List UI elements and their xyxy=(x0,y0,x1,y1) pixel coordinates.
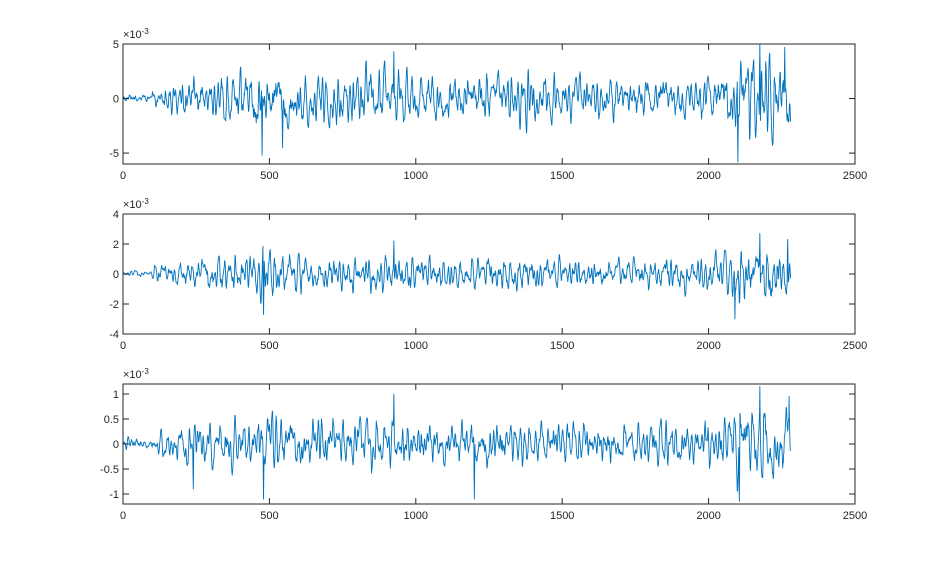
x-tick-label: 0 xyxy=(120,510,126,522)
subplot-3: 0 500 1000 1500 2000 2500 -1 -0.5 0 0.5 1 ×10-3 xyxy=(100,367,867,522)
x-tick-label: 2000 xyxy=(696,510,720,522)
x-tick-label: 500 xyxy=(260,170,278,182)
y-tick-label: 0 xyxy=(113,439,119,451)
y-tick-label: 1 xyxy=(113,389,119,401)
y-tick-label: 0.5 xyxy=(104,414,119,426)
y-tick-label: 2 xyxy=(113,239,119,251)
exponent-label: ×10-3 xyxy=(123,27,149,41)
subplot-2: 0 500 1000 1500 2000 2500 -4 -2 0 2 4 ×10-3 xyxy=(109,197,867,352)
exponent-label: ×10-3 xyxy=(123,197,149,211)
y-tick-label: 4 xyxy=(113,209,119,221)
series-line xyxy=(123,233,792,320)
x-tick-label: 1500 xyxy=(550,170,574,182)
y-tick-label: -0.5 xyxy=(100,464,119,476)
y-tick-label: 0 xyxy=(113,269,119,281)
subplot-1: 0 500 1000 1500 2000 2500-505×10-3 xyxy=(109,27,867,182)
x-tick-label: 0 xyxy=(120,340,126,352)
x-tick-label: 1500 xyxy=(550,340,574,352)
exponent-label: ×10-3 xyxy=(123,367,149,381)
axes-box xyxy=(122,383,856,505)
x-tick-label: 500 xyxy=(260,340,278,352)
x-tick-label: 2500 xyxy=(843,170,867,182)
x-tick-label: 0 xyxy=(120,170,126,182)
y-tick-label: 0 xyxy=(113,94,119,106)
x-tick-label: 500 xyxy=(260,510,278,522)
series-line xyxy=(123,386,792,502)
x-tick-label: 2000 xyxy=(696,340,720,352)
axes-box xyxy=(122,43,856,165)
x-tick-label: 2500 xyxy=(843,510,867,522)
y-tick-label: -5 xyxy=(109,148,119,160)
x-tick-label: 2500 xyxy=(843,340,867,352)
y-tick-label: -2 xyxy=(109,299,119,311)
x-tick-label: 1000 xyxy=(404,340,428,352)
x-tick-label: 1500 xyxy=(550,510,574,522)
x-tick-label: 2000 xyxy=(696,170,720,182)
x-tick-label: 1000 xyxy=(404,170,428,182)
x-tick-label: 1000 xyxy=(404,510,428,522)
y-tick-label: -1 xyxy=(109,489,119,501)
y-tick-label: -4 xyxy=(109,329,119,341)
series-line xyxy=(123,44,792,163)
y-tick-label: 5 xyxy=(113,39,119,51)
